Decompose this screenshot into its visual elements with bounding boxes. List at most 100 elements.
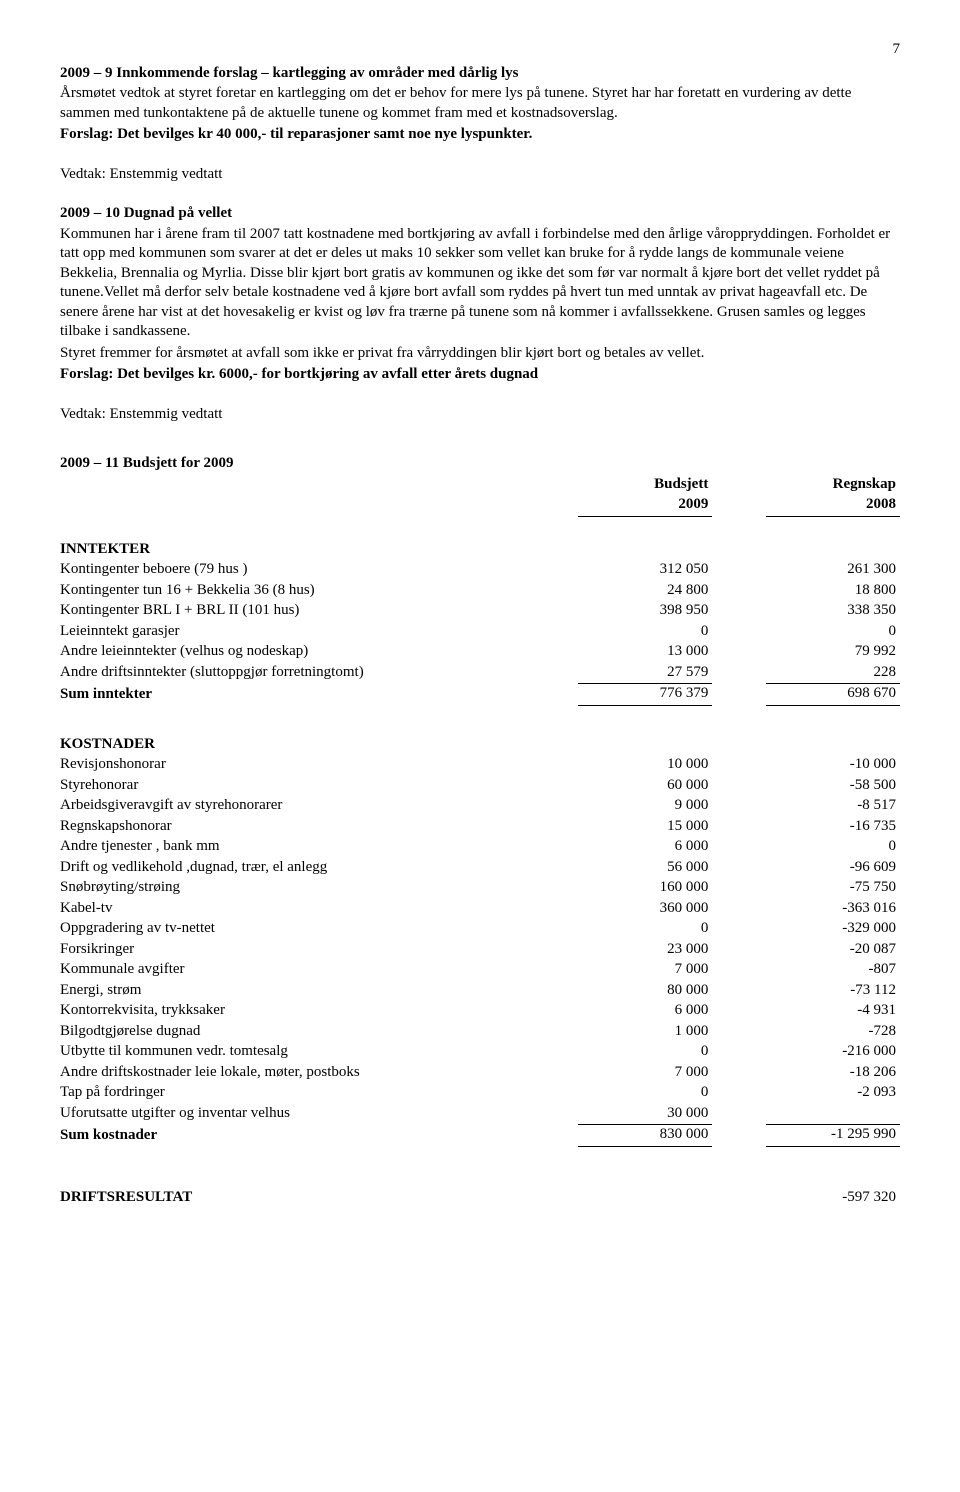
table-cell: -4 931 (766, 1001, 900, 1022)
table-cell: Regnskap (766, 475, 900, 496)
section-9-heading: 2009 – 9 Innkommende forslag – kartleggi… (60, 64, 900, 84)
table-cell: DRIFTSRESULTAT (60, 1188, 578, 1209)
table-cell: 312 050 (578, 560, 712, 581)
table-row: Oppgradering av tv-nettet0-329 000 (60, 919, 900, 940)
table-cell: Kontingenter BRL I + BRL II (101 hus) (60, 601, 578, 622)
table-cell: -216 000 (766, 1042, 900, 1063)
table-row: Kabel-tv360 000-363 016 (60, 899, 900, 920)
table-cell (712, 776, 766, 797)
table-cell: 338 350 (766, 601, 900, 622)
table-cell: -58 500 (766, 776, 900, 797)
table-cell: Sum inntekter (60, 684, 578, 706)
table-row: Bilgodtgjørelse dugnad1 000-728 (60, 1022, 900, 1043)
table-cell: Styrehonorar (60, 776, 578, 797)
table-cell: -2 093 (766, 1083, 900, 1104)
table-cell: -73 112 (766, 981, 900, 1002)
table-cell: -363 016 (766, 899, 900, 920)
table-cell: 0 (578, 919, 712, 940)
table-cell: 398 950 (578, 601, 712, 622)
table-cell: -16 735 (766, 817, 900, 838)
table-row: Andre driftskostnader leie lokale, møter… (60, 1063, 900, 1084)
table-cell: -10 000 (766, 755, 900, 776)
table-cell: -20 087 (766, 940, 900, 961)
table-row: Andre leieinntekter (velhus og nodeskap)… (60, 642, 900, 663)
table-cell: 0 (578, 1083, 712, 1104)
table-cell: Andre driftsinntekter (sluttoppgjør forr… (60, 663, 578, 684)
table-cell: 30 000 (578, 1104, 712, 1125)
table-cell: 2008 (766, 495, 900, 516)
page-number: 7 (60, 40, 900, 60)
table-cell: Utbytte til kommunen vedr. tomtesalg (60, 1042, 578, 1063)
table-cell (60, 495, 578, 516)
table-row: Kontingenter beboere (79 hus )312 050261… (60, 560, 900, 581)
table-cell: 10 000 (578, 755, 712, 776)
table-cell: 360 000 (578, 899, 712, 920)
table-cell: 79 992 (766, 642, 900, 663)
table-cell (578, 540, 712, 561)
table-cell (712, 735, 766, 756)
table-cell: 24 800 (578, 581, 712, 602)
table-cell: -18 206 (766, 1063, 900, 1084)
section-10-heading: 2009 – 10 Dugnad på vellet (60, 204, 900, 224)
section-9-body: Årsmøtet vedtok at styret foretar en kar… (60, 84, 900, 123)
table-cell (712, 981, 766, 1002)
table-cell: -1 295 990 (766, 1125, 900, 1147)
table-cell: 261 300 (766, 560, 900, 581)
table-cell (712, 960, 766, 981)
table-cell (712, 817, 766, 838)
table-cell: Forsikringer (60, 940, 578, 961)
table-cell: 0 (766, 837, 900, 858)
table-cell (712, 495, 766, 516)
table-cell (578, 735, 712, 756)
table-cell (712, 560, 766, 581)
table-cell: 6 000 (578, 837, 712, 858)
table-cell: 60 000 (578, 776, 712, 797)
table-cell: Regnskapshonorar (60, 817, 578, 838)
table-cell: Snøbrøyting/strøing (60, 878, 578, 899)
table-row: Snøbrøyting/strøing160 000-75 750 (60, 878, 900, 899)
table-cell (712, 1063, 766, 1084)
table-cell: 13 000 (578, 642, 712, 663)
table-cell (712, 1188, 766, 1209)
table-cell: Energi, strøm (60, 981, 578, 1002)
table-cell (712, 540, 766, 561)
table-cell: 27 579 (578, 663, 712, 684)
table-cell (766, 540, 900, 561)
table-cell (712, 1001, 766, 1022)
table-cell: Andre leieinntekter (velhus og nodeskap) (60, 642, 578, 663)
table-cell: Andre driftskostnader leie lokale, møter… (60, 1063, 578, 1084)
table-cell: 7 000 (578, 1063, 712, 1084)
table-cell (712, 755, 766, 776)
table-cell (712, 581, 766, 602)
table-cell: Revisjonshonorar (60, 755, 578, 776)
table-cell (712, 1125, 766, 1147)
table-cell: INNTEKTER (60, 540, 578, 561)
table-cell: 6 000 (578, 1001, 712, 1022)
table-cell: 7 000 (578, 960, 712, 981)
table-cell (712, 899, 766, 920)
table-cell (712, 1104, 766, 1125)
table-cell: Budsjett (578, 475, 712, 496)
table-cell (712, 858, 766, 879)
table-row: Leieinntekt garasjer00 (60, 622, 900, 643)
table-cell: 228 (766, 663, 900, 684)
table-cell: -8 517 (766, 796, 900, 817)
table-cell: -329 000 (766, 919, 900, 940)
table-cell: -807 (766, 960, 900, 981)
table-row: Tap på fordringer0-2 093 (60, 1083, 900, 1104)
table-row: DRIFTSRESULTAT-597 320 (60, 1188, 900, 1209)
table-cell: Andre tjenester , bank mm (60, 837, 578, 858)
section-10-decision: Vedtak: Enstemmig vedtatt (60, 405, 900, 425)
table-cell: 830 000 (578, 1125, 712, 1147)
table-row: INNTEKTER (60, 540, 900, 561)
table-cell: 56 000 (578, 858, 712, 879)
table-row: 20092008 (60, 495, 900, 516)
table-cell: 80 000 (578, 981, 712, 1002)
table-cell (712, 796, 766, 817)
table-cell: -728 (766, 1022, 900, 1043)
table-cell: 18 800 (766, 581, 900, 602)
table-cell: Leieinntekt garasjer (60, 622, 578, 643)
table-cell: Uforutsatte utgifter og inventar velhus (60, 1104, 578, 1125)
table-cell: 776 379 (578, 684, 712, 706)
table-cell: -96 609 (766, 858, 900, 879)
